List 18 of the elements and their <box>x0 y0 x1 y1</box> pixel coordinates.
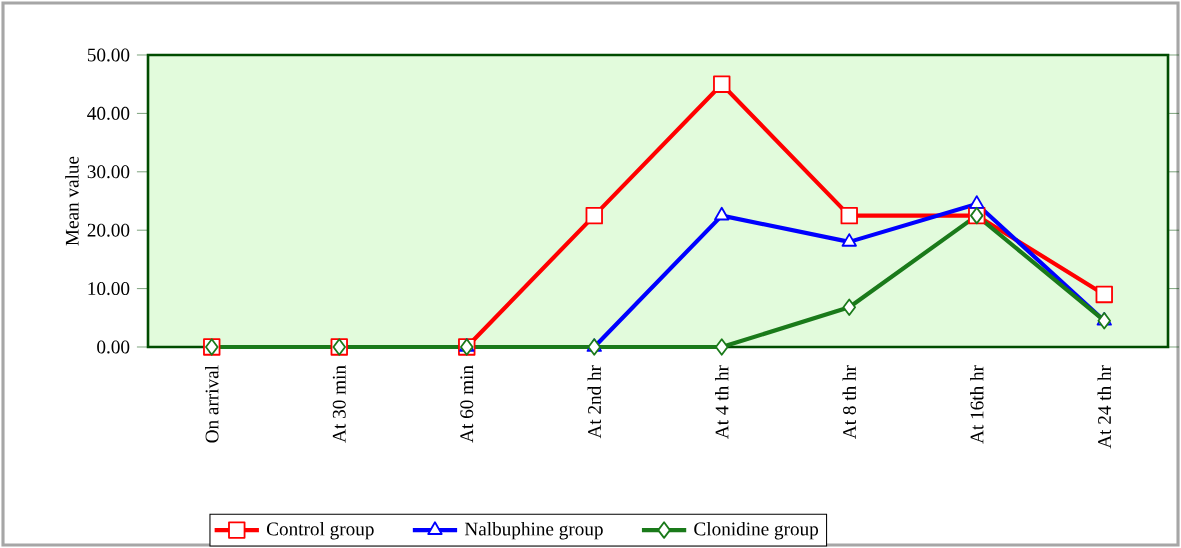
y-tick-label: 0.00 <box>97 340 130 354</box>
x-tick-label: At 8 th hr <box>842 365 857 439</box>
legend-label: Control group <box>266 522 374 540</box>
x-tick-label: At 4 th hr <box>715 365 729 439</box>
x-tick-label: At 16th hr <box>970 365 984 444</box>
x-tick-label: At 2nd hr <box>587 365 602 439</box>
y-tick-label: 40.00 <box>87 106 130 120</box>
x-tick-label: At 30 min <box>332 365 346 443</box>
y-tick-label: 20.00 <box>87 223 130 237</box>
y-tick-label: 50.00 <box>87 48 130 62</box>
legend-label: Nalbuphine group <box>464 522 603 540</box>
x-tick-label: On arrival <box>205 365 219 443</box>
x-tick-label: At 60 min <box>460 365 474 443</box>
legend-label: Clonidine group <box>694 522 819 540</box>
y-axis-title: Mean value <box>65 156 79 246</box>
x-tick-label: At 24 th hr <box>1097 365 1112 449</box>
y-tick-label: 10.00 <box>88 282 130 296</box>
y-tick-label: 30.00 <box>87 165 130 179</box>
